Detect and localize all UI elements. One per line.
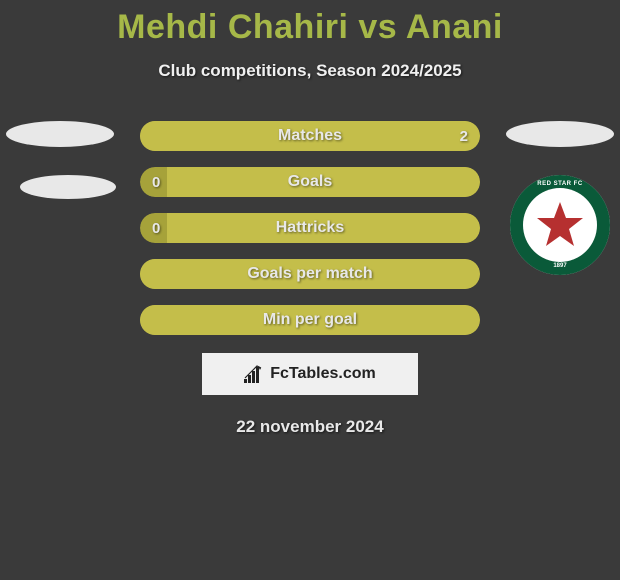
chart-area: RED STAR FC 1897 Matches 2 bbox=[0, 121, 620, 437]
placeholder-ellipse bbox=[6, 121, 114, 147]
fctables-attribution: FcTables.com bbox=[202, 353, 418, 395]
fctables-icon bbox=[244, 365, 266, 383]
bar-label: Min per goal bbox=[140, 305, 480, 335]
stat-bar-goals-per-match: Goals per match bbox=[140, 259, 480, 289]
right-player-marks: RED STAR FC 1897 bbox=[506, 121, 614, 275]
star-icon bbox=[535, 200, 585, 250]
subtitle: Club competitions, Season 2024/2025 bbox=[0, 61, 620, 81]
stat-bar-min-per-goal: Min per goal bbox=[140, 305, 480, 335]
logo-top-text: RED STAR FC bbox=[510, 181, 610, 187]
placeholder-ellipse bbox=[506, 121, 614, 147]
comparison-card: Mehdi Chahiri vs Anani Club competitions… bbox=[0, 0, 620, 437]
placeholder-ellipse bbox=[20, 175, 116, 199]
bar-right-value: 2 bbox=[460, 121, 468, 151]
bar-label: Goals bbox=[140, 167, 480, 197]
bar-label: Hattricks bbox=[140, 213, 480, 243]
club-logo: RED STAR FC 1897 bbox=[510, 175, 610, 275]
footer-date: 22 november 2024 bbox=[0, 417, 620, 437]
bar-label: Matches bbox=[140, 121, 480, 151]
bar-label: Goals per match bbox=[140, 259, 480, 289]
stat-bar-matches: Matches 2 bbox=[140, 121, 480, 151]
left-player-marks bbox=[6, 121, 116, 227]
stat-bar-hattricks: 0 Hattricks bbox=[140, 213, 480, 243]
stat-bars: Matches 2 0 Goals 0 Hattricks bbox=[140, 121, 480, 335]
fctables-text: FcTables.com bbox=[270, 365, 376, 383]
page-title: Mehdi Chahiri vs Anani bbox=[0, 8, 620, 47]
logo-year: 1897 bbox=[510, 263, 610, 269]
stat-bar-goals: 0 Goals bbox=[140, 167, 480, 197]
